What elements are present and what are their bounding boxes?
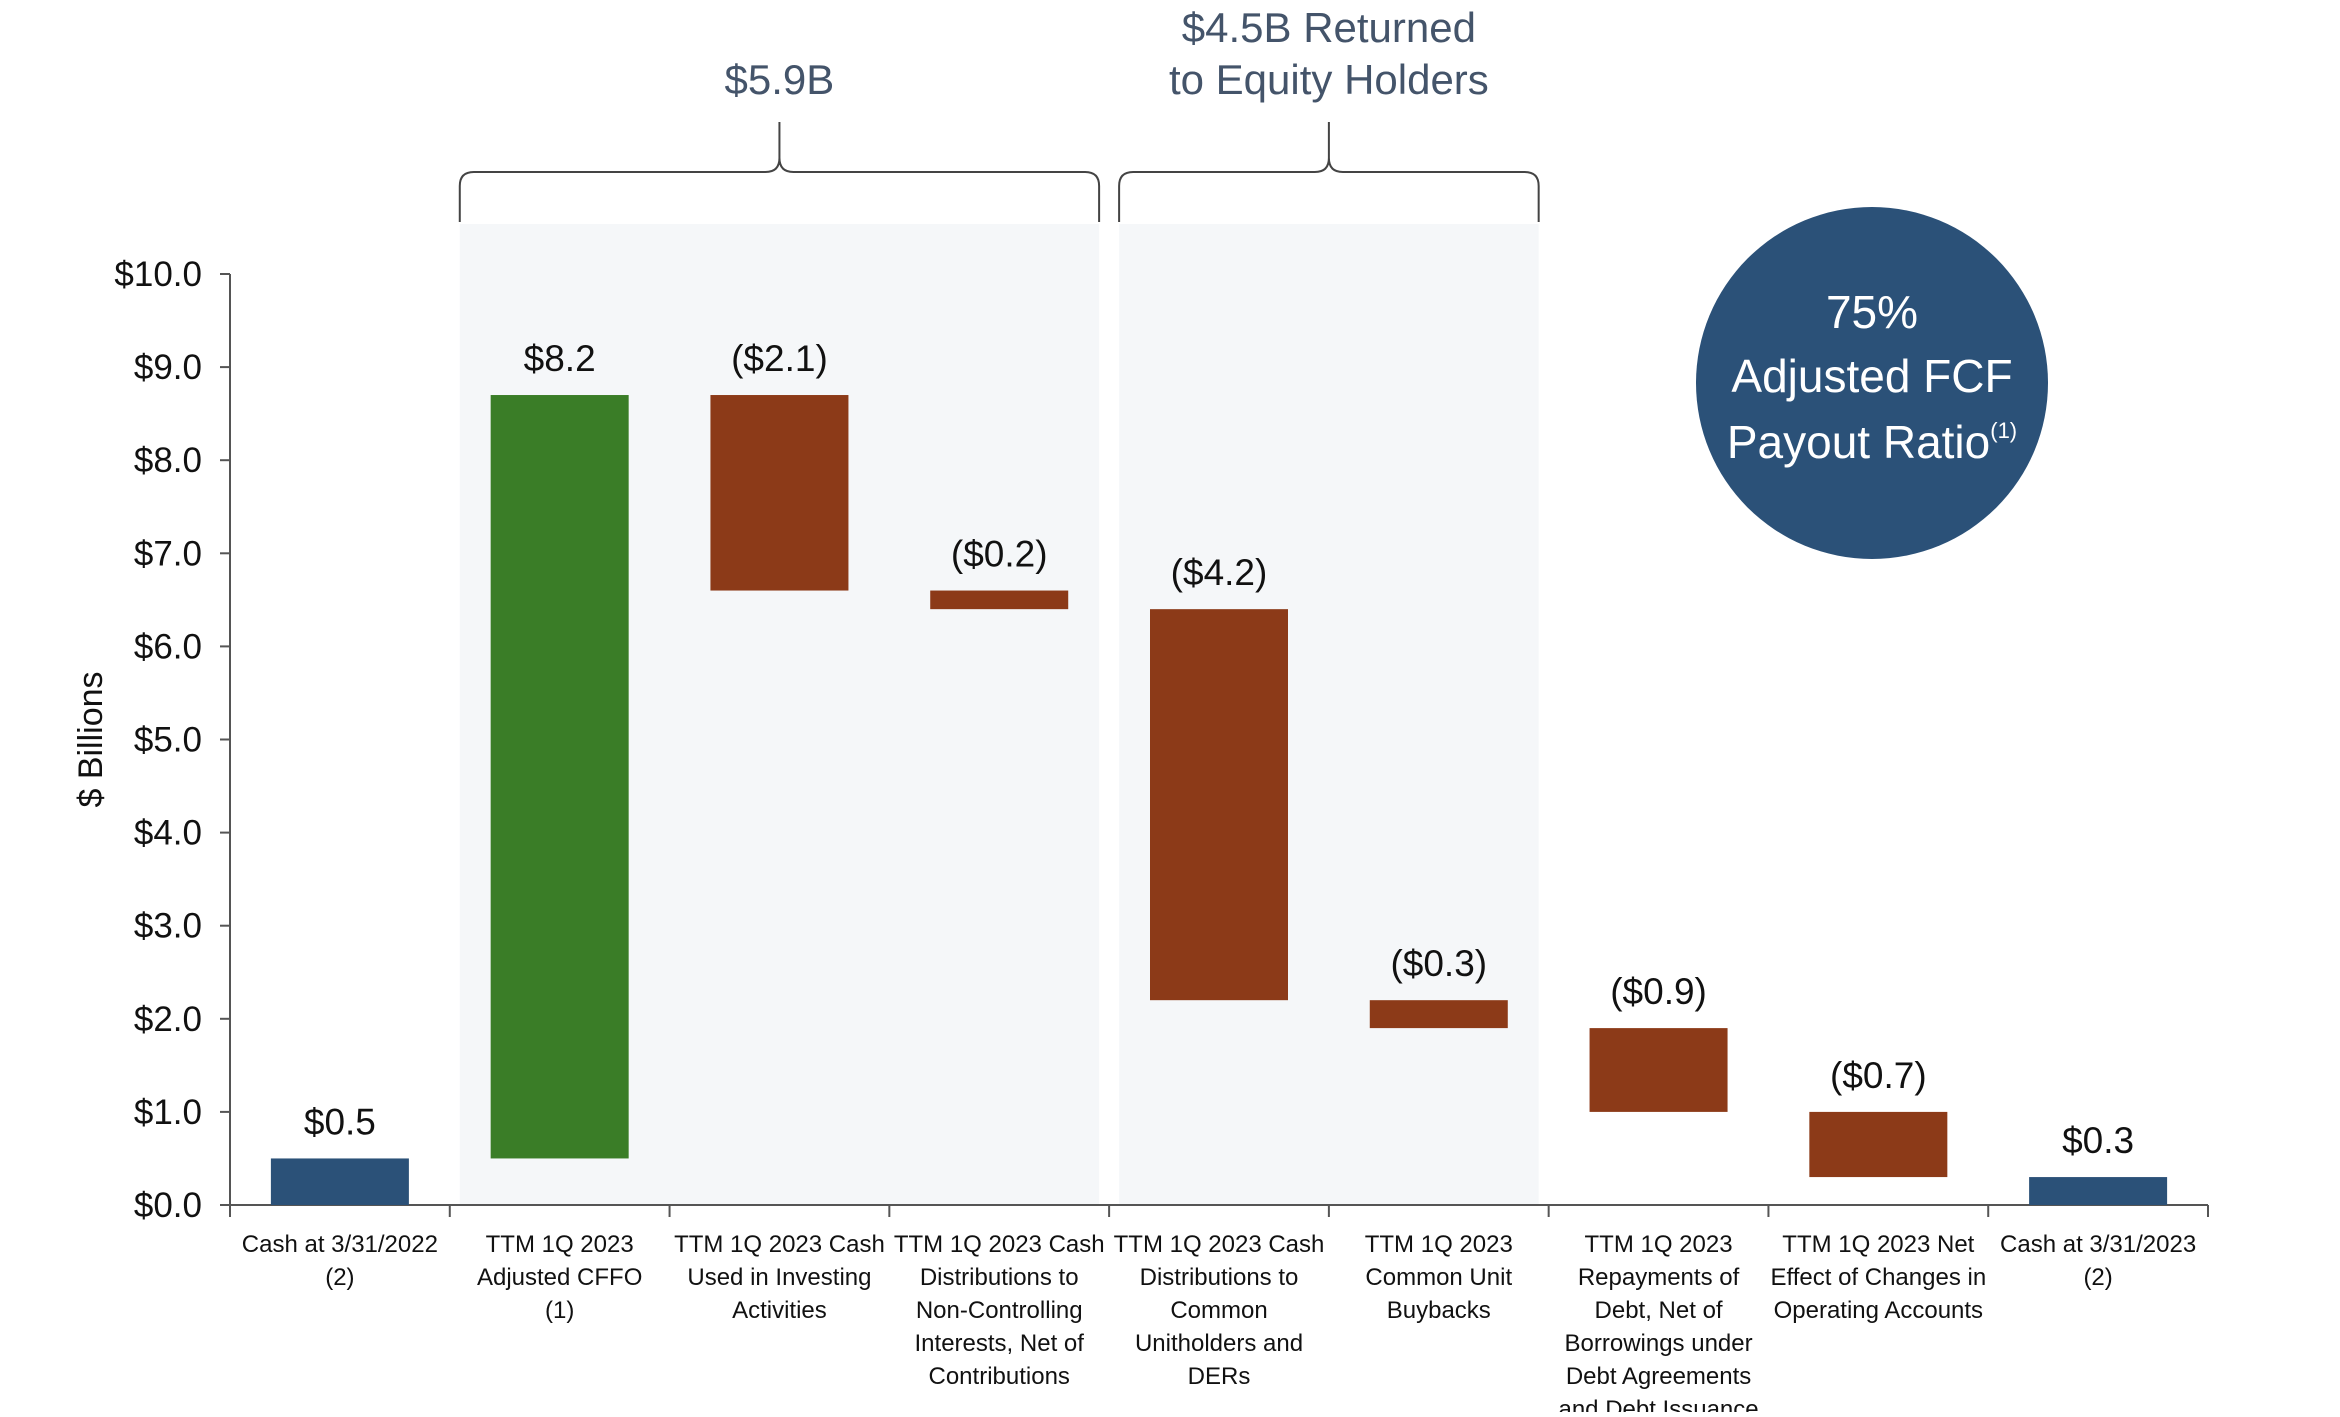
callout-superscript: (1): [1990, 418, 2017, 443]
value-label-2: ($2.1): [731, 338, 828, 379]
category-labels: Cash at 3/31/2022 (2) TTM 1Q 2023 Adjusted …: [242, 1231, 2196, 1417]
value-label-4: ($4.2): [1171, 552, 1268, 593]
category-label-6-line-1: Repayments of: [1578, 1264, 1740, 1291]
y-tick-label-0: $0.0: [134, 1186, 202, 1225]
category-label-1-line-0: TTM 1Q 2023: [486, 1231, 634, 1258]
category-label-6-line-2: Debt, Net of: [1595, 1297, 1723, 1324]
y-tick-label-5: $5.0: [134, 721, 202, 760]
category-label-4-line-3: Unitholders and: [1135, 1330, 1303, 1357]
bar-8: [2029, 1177, 2168, 1205]
y-tick-label-6: $6.0: [134, 627, 202, 666]
payout-callout: 75% Adjusted FCF Payout Ratio(1): [1696, 207, 2048, 559]
y-axis-title: $ Billions: [72, 671, 110, 807]
y-tick-label-9: $9.0: [134, 348, 202, 387]
category-label-5-line-2: Buybacks: [1387, 1297, 1491, 1324]
category-label-7-line-1: Effect of Changes in: [1770, 1264, 1986, 1291]
category-label-5-line-0: TTM 1Q 2023: [1365, 1231, 1513, 1258]
bar-6: [1589, 1028, 1728, 1112]
category-label-3-line-0: TTM 1Q 2023 Cash: [894, 1231, 1105, 1258]
category-label-4-line-0: TTM 1Q 2023 Cash: [1114, 1231, 1325, 1258]
category-label-6-line-5: and Debt Issuance: [1558, 1396, 1758, 1412]
group-label-0-line-0: $5.9B: [725, 56, 835, 103]
value-labels: $0.5 $8.2 ($2.1) ($0.2) ($4.2) ($0.3) ($0.9) ($…: [304, 338, 2134, 1161]
category-label-3-line-3: Interests, Net of: [915, 1330, 1085, 1357]
category-label-3-line-4: Contributions: [929, 1363, 1070, 1390]
category-label-2-line-2: Activities: [732, 1297, 827, 1324]
y-tick-label-3: $3.0: [134, 907, 202, 946]
group-label-1-line-0: $4.5B Returned: [1182, 4, 1476, 51]
category-label-1-line-1: Adjusted CFFO: [477, 1264, 642, 1291]
category-label-0-line-0: Cash at 3/31/2022: [242, 1231, 438, 1258]
bar-0: [270, 1158, 409, 1205]
value-label-3: ($0.2): [951, 534, 1048, 575]
y-tick-label-2: $2.0: [134, 1000, 202, 1039]
category-label-5-line-1: Common Unit: [1365, 1264, 1512, 1291]
group-brace-0: [458, 122, 1101, 222]
value-label-7: ($0.7): [1830, 1055, 1927, 1096]
category-label-6-line-0: TTM 1Q 2023: [1585, 1231, 1733, 1258]
value-label-8: $0.3: [2062, 1120, 2134, 1161]
bar-7: [1809, 1111, 1948, 1178]
category-label-3-line-1: Distributions to: [920, 1264, 1079, 1291]
y-tick-label-10: $10.0: [114, 255, 202, 294]
y-tick-label-8: $8.0: [134, 441, 202, 480]
category-label-4-line-2: Common: [1170, 1297, 1267, 1324]
category-label-7-line-0: TTM 1Q 2023 Net: [1782, 1231, 1974, 1258]
bar-2: [710, 395, 849, 591]
category-label-0-line-1: (2): [325, 1264, 354, 1291]
category-label-8-line-0: Cash at 3/31/2023: [2000, 1231, 2196, 1258]
value-label-6: ($0.9): [1610, 971, 1707, 1012]
bar-4: [1150, 609, 1288, 1001]
value-label-5: ($0.3): [1390, 943, 1487, 984]
callout-line-2: Payout Ratio(1): [1727, 416, 2017, 468]
group-brace-1: [1118, 122, 1540, 222]
bar-5: [1369, 1000, 1508, 1029]
y-tick-label-7: $7.0: [134, 534, 202, 573]
category-label-4-line-1: Distributions to: [1140, 1264, 1299, 1291]
category-label-8-line-1: (2): [2083, 1264, 2112, 1291]
category-label-1-line-2: (1): [545, 1297, 574, 1324]
group-braces: $5.9B $4.5B Returned to Equity Holders: [458, 4, 1540, 222]
y-tick-label-4: $4.0: [134, 814, 202, 853]
category-label-2-line-0: TTM 1Q 2023 Cash: [674, 1231, 885, 1258]
category-label-6-line-3: Borrowings under: [1565, 1330, 1753, 1357]
category-label-7-line-2: Operating Accounts: [1774, 1297, 1983, 1324]
callout-line-0: 75%: [1826, 286, 1918, 338]
bars: [270, 395, 2168, 1205]
category-label-3-line-2: Non-Controlling: [916, 1297, 1083, 1324]
group-label-1-line-1: to Equity Holders: [1169, 56, 1489, 103]
bar-1: [490, 395, 629, 1159]
value-label-0: $0.5: [304, 1101, 376, 1142]
category-label-2-line-1: Used in Investing: [687, 1264, 871, 1291]
value-label-1: $8.2: [524, 338, 596, 379]
axes: $0.0 $1.0 $2.0 $3.0 $4.0 $5.0 $6.0 $7.0 $8.0 $9.0…: [72, 255, 2209, 1225]
bar-3: [930, 590, 1069, 610]
callout-line-1: Adjusted FCF: [1731, 350, 2012, 402]
callout-circle: [1696, 207, 2048, 559]
category-label-6-line-4: Debt Agreements: [1566, 1363, 1751, 1390]
y-tick-label-1: $1.0: [134, 1093, 202, 1132]
category-label-4-line-4: DERs: [1188, 1363, 1251, 1390]
